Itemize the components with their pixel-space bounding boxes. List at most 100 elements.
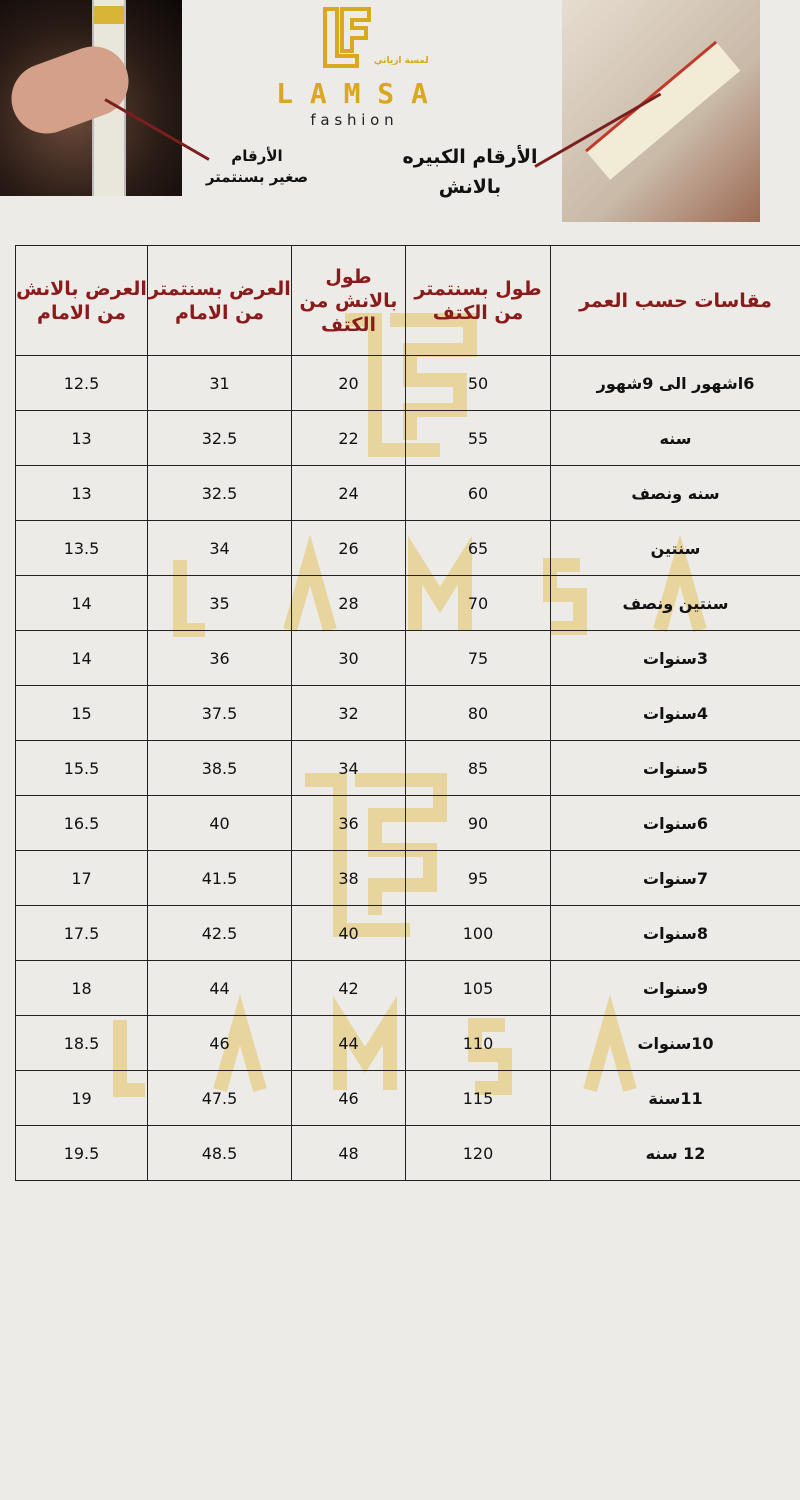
width-inch-cell: 13 (15, 465, 148, 521)
note-line: صغير بسنتمتر (205, 168, 309, 186)
table-row: 14 36 30 75 3سنوات (15, 630, 800, 686)
length-inch-cell: 44 (291, 1015, 406, 1071)
age-cell: سنه ونصف (550, 465, 800, 521)
age-cell: 10سنوات (550, 1015, 800, 1071)
width-cm-cell: 47.5 (147, 1070, 292, 1126)
small-numbers-note: الأرقام صغير بسنتمتر (192, 146, 322, 188)
length-inch-cell: 36 (291, 795, 406, 851)
age-cell: 8سنوات (550, 905, 800, 961)
width-inch-cell: 14 (15, 630, 148, 686)
length-inch-cell: 30 (291, 630, 406, 686)
age-cell: 3سنوات (550, 630, 800, 686)
table-row: 14 35 28 70 سنتين ونصف (15, 575, 800, 631)
brand-name: L A M S A (276, 77, 428, 110)
table-row: 16.5 40 36 90 6سنوات (15, 795, 800, 851)
width-inch-cell: 17.5 (15, 905, 148, 961)
age-cell: 4سنوات (550, 685, 800, 741)
age-cell: 7سنوات (550, 850, 800, 906)
table-row: 15.5 38.5 34 85 5سنوات (15, 740, 800, 796)
width-cm-cell: 37.5 (147, 685, 292, 741)
table-row: 15 37.5 32 80 4سنوات (15, 685, 800, 741)
length-inch-cell: 20 (291, 355, 406, 411)
brand-logo-text: لمسة ازياني (374, 56, 429, 66)
table-row: 13.5 34 26 65 سنتين (15, 520, 800, 576)
table-row: 12.5 31 20 50 6اشهور الى 9شهور (15, 355, 800, 411)
width-cm-cell: 32.5 (147, 410, 292, 466)
width-inch-cell: 18 (15, 960, 148, 1016)
length-cm-cell: 110 (405, 1015, 551, 1071)
table-row: 17.5 42.5 40 100 8سنوات (15, 905, 800, 961)
length-cm-cell: 90 (405, 795, 551, 851)
width-cm-cell: 44 (147, 960, 292, 1016)
length-cm-cell: 85 (405, 740, 551, 796)
width-inch-cell: 15.5 (15, 740, 148, 796)
table-row: 13 32.5 22 55 سنه (15, 410, 800, 466)
length-cm-cell: 105 (405, 960, 551, 1016)
width-inch-cell: 15 (15, 685, 148, 741)
width-inch-cell: 13 (15, 410, 148, 466)
table-row: 18 44 42 105 9سنوات (15, 960, 800, 1016)
length-cm-cell: 80 (405, 685, 551, 741)
width-inch-cell: 19 (15, 1070, 148, 1126)
length-inch-cell: 34 (291, 740, 406, 796)
width-inch-cell: 14 (15, 575, 148, 631)
table-row: 17 41.5 38 95 7سنوات (15, 850, 800, 906)
big-numbers-note: الأرقام الكبيره بالانش (395, 142, 545, 202)
length-inch-cell: 32 (291, 685, 406, 741)
length-cm-cell: 95 (405, 850, 551, 906)
length-cm-cell: 70 (405, 575, 551, 631)
note-line: الأرقام (231, 147, 283, 165)
size-chart-table: العرض بالانش من الامام العرض بسنتمتر من ا… (15, 245, 800, 1181)
age-header: مقاسات حسب العمر (550, 245, 800, 356)
width-inch-cell: 17 (15, 850, 148, 906)
width-cm-cell: 34 (147, 520, 292, 576)
age-cell: سنتين (550, 520, 800, 576)
length-inch-cell: 40 (291, 905, 406, 961)
width-cm-cell: 40 (147, 795, 292, 851)
length-inch-cell: 26 (291, 520, 406, 576)
length-cm-cell: 65 (405, 520, 551, 576)
brand-tagline: f a s h i o n (310, 111, 394, 129)
width-cm-cell: 36 (147, 630, 292, 686)
width-cm-cell: 46 (147, 1015, 292, 1071)
length-cm-cell: 120 (405, 1125, 551, 1181)
table-row: 19.5 48.5 48 120 12 سنه (15, 1125, 800, 1181)
length-cm-cell: 55 (405, 410, 551, 466)
age-cell: سنتين ونصف (550, 575, 800, 631)
age-cell: 12 سنه (550, 1125, 800, 1181)
table-row: 18.5 46 44 110 10سنوات (15, 1015, 800, 1071)
width-cm-cell: 35 (147, 575, 292, 631)
width-cm-header: العرض بسنتمتر من الامام (147, 245, 292, 356)
length-inch-cell: 38 (291, 850, 406, 906)
width-inch-cell: 12.5 (15, 355, 148, 411)
width-cm-cell: 41.5 (147, 850, 292, 906)
age-cell: 9سنوات (550, 960, 800, 1016)
width-cm-cell: 32.5 (147, 465, 292, 521)
note-line: الأرقام الكبيره (402, 146, 538, 168)
length-inch-cell: 46 (291, 1070, 406, 1126)
width-cm-cell: 38.5 (147, 740, 292, 796)
age-cell: 6سنوات (550, 795, 800, 851)
width-cm-cell: 31 (147, 355, 292, 411)
tape-measure-cm-photo (0, 0, 182, 196)
table-row: 19 47.5 46 115 11سنة (15, 1070, 800, 1126)
width-inch-cell: 13.5 (15, 520, 148, 576)
age-cell: 5سنوات (550, 740, 800, 796)
length-inch-header: طول بالانش من الكتف (291, 245, 406, 356)
age-cell: 6اشهور الى 9شهور (550, 355, 800, 411)
width-cm-cell: 48.5 (147, 1125, 292, 1181)
table-header-row: العرض بالانش من الامام العرض بسنتمتر من ا… (15, 245, 800, 356)
width-inch-header: العرض بالانش من الامام (15, 245, 148, 356)
width-cm-cell: 42.5 (147, 905, 292, 961)
age-cell: 11سنة (550, 1070, 800, 1126)
width-inch-cell: 16.5 (15, 795, 148, 851)
length-inch-cell: 24 (291, 465, 406, 521)
table-row: 13 32.5 24 60 سنه ونصف (15, 465, 800, 521)
length-cm-cell: 100 (405, 905, 551, 961)
length-inch-cell: 48 (291, 1125, 406, 1181)
length-cm-header: طول بسنتمتر من الكتف (405, 245, 551, 356)
brand-logo-icon (323, 7, 371, 68)
age-cell: سنه (550, 410, 800, 466)
note-line: بالانش (438, 176, 502, 198)
length-cm-cell: 115 (405, 1070, 551, 1126)
